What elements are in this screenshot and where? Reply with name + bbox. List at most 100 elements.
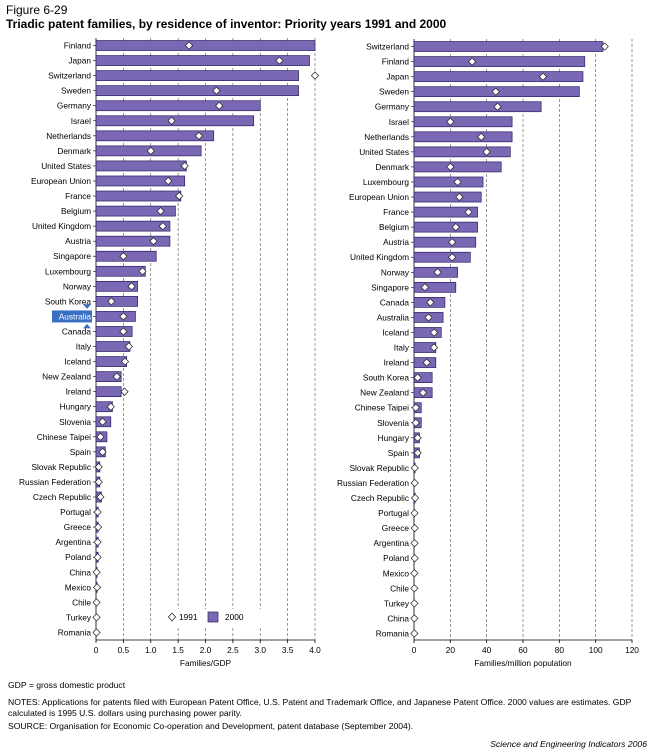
category-label-israel: Israel [71,116,91,126]
x-axis-title: Families/million population [474,658,572,668]
marker-1991-switzerland [310,71,320,80]
bar-2000-ireland [95,386,122,398]
category-label-france: France [383,207,409,217]
marker-1991-china [410,614,419,623]
bar-2000-sweden [95,85,299,97]
category-label-netherlands: Netherlands [46,131,91,141]
marker-1991-czech-republic [96,492,105,502]
marker-1991-netherlands [477,132,486,141]
category-label-australia: Australia [377,312,410,322]
marker-1991-czech-republic [410,493,420,503]
marker-1991-israel [167,116,176,125]
category-label-germany: Germany [375,102,410,112]
marker-1991-turkey [410,599,419,608]
legend-marker-1991 [167,612,177,622]
legend: 1991 2000 [154,609,272,627]
category-label-singapore: Singapore [371,282,409,292]
marker-1991-germany [493,102,502,111]
marker-1991-belgium [451,223,460,232]
marker-1991-australia [119,312,128,321]
marker-1991-japan [275,56,284,65]
marker-1991-greece [94,523,103,532]
category-label-new-zealand: New Zealand [360,388,409,398]
category-label-norway: Norway [381,267,410,277]
marker-1991-chinese-taipei [411,403,420,412]
category-label-denmark: Denmark [375,162,410,172]
bar-2000-finland [95,40,316,51]
category-label-united-states: United States [359,147,409,157]
marker-1991-chile [92,598,101,607]
marker-1991-sweden [491,87,500,96]
marker-1991-chinese-taipei [96,432,105,441]
marker-1991-united-kingdom [158,222,167,231]
bar-2000-netherlands [95,130,215,142]
marker-1991-israel [446,117,455,126]
marker-1991-italy [429,343,439,352]
figure-label: Figure 6-29 [6,3,68,17]
marker-1991-iceland [120,357,130,366]
category-label-china: China [69,567,91,577]
marker-1991-denmark [446,162,455,172]
x-tick-label: 2.5 [227,645,239,655]
bar-2000-israel [413,116,513,128]
category-label-russian-federation: Russian Federation [19,477,91,487]
category-label-greece: Greece [382,523,410,533]
footer-credit: Science and Engineering Indicators 2006 [490,739,647,749]
marker-1991-hungary [106,402,115,411]
category-label-belgium: Belgium [61,206,91,216]
marker-1991-chile [410,584,419,593]
marker-1991-finland [184,41,194,50]
marker-1991-china [92,568,101,577]
category-label-new-zealand: New Zealand [42,372,91,382]
marker-1991-france [464,207,473,217]
category-label-china: China [387,613,409,623]
bar-2000-germany [95,100,261,112]
legend-label-2000: 2000 [225,612,244,622]
category-label-turkey: Turkey [66,612,92,622]
category-label-greece: Greece [64,522,92,532]
category-label-switzerland: Switzerland [48,71,91,81]
bar-2000-european-union [413,191,482,203]
x-tick-label: 20 [446,645,456,655]
source-text: SOURCE: Organisation for Economic Co-ope… [8,721,414,731]
category-label-united-states: United States [41,161,91,171]
bar-2000-european-union [95,175,186,187]
category-label-romania: Romania [58,627,92,637]
category-label-hungary: Hungary [60,402,92,412]
marker-1991-portugal [93,507,102,517]
bar-2000-united-kingdom [413,251,471,263]
marker-1991-slovak-republic [94,462,103,472]
marker-1991-mexico [93,583,102,592]
marker-1991-european-union [164,176,173,186]
category-label-finland: Finland [64,41,92,51]
category-label-austria: Austria [383,237,409,247]
marker-1991-romania [410,629,419,638]
category-label-slovak-republic: Slovak Republic [350,463,410,473]
marker-1991-poland [93,553,102,562]
category-label-slovenia: Slovenia [377,418,409,428]
marker-1991-romania [92,628,101,637]
marker-1991-hungary [413,433,422,442]
marker-1991-greece [410,524,419,533]
bar-2000-australia [95,311,136,322]
category-label-chinese-taipei: Chinese Taipei [355,403,409,413]
marker-1991-austria [149,237,158,246]
bar-2000-belgium [413,221,478,233]
x-tick-label: 80 [555,645,565,655]
category-label-ireland: Ireland [384,358,410,368]
category-label-mexico: Mexico [383,568,410,578]
x-tick-label: 4.0 [309,645,321,655]
category-label-chile: Chile [390,583,409,593]
marker-1991-russian-federation [410,478,419,488]
marker-1991-canada [119,327,128,336]
category-label-canada: Canada [62,326,91,336]
bar-2000-new-zealand [95,371,122,382]
category-label-japan: Japan [386,72,409,82]
bar-2000-japan [95,55,310,66]
highlight-arrow-top [83,304,91,309]
category-label-sweden: Sweden [61,86,91,96]
marker-1991-finland [468,57,477,66]
marker-1991-austria [448,238,457,247]
category-label-romania: Romania [376,628,410,638]
panel-population-panel: 0 20 40 60 80 100 120 Families/million populati… [337,39,639,668]
